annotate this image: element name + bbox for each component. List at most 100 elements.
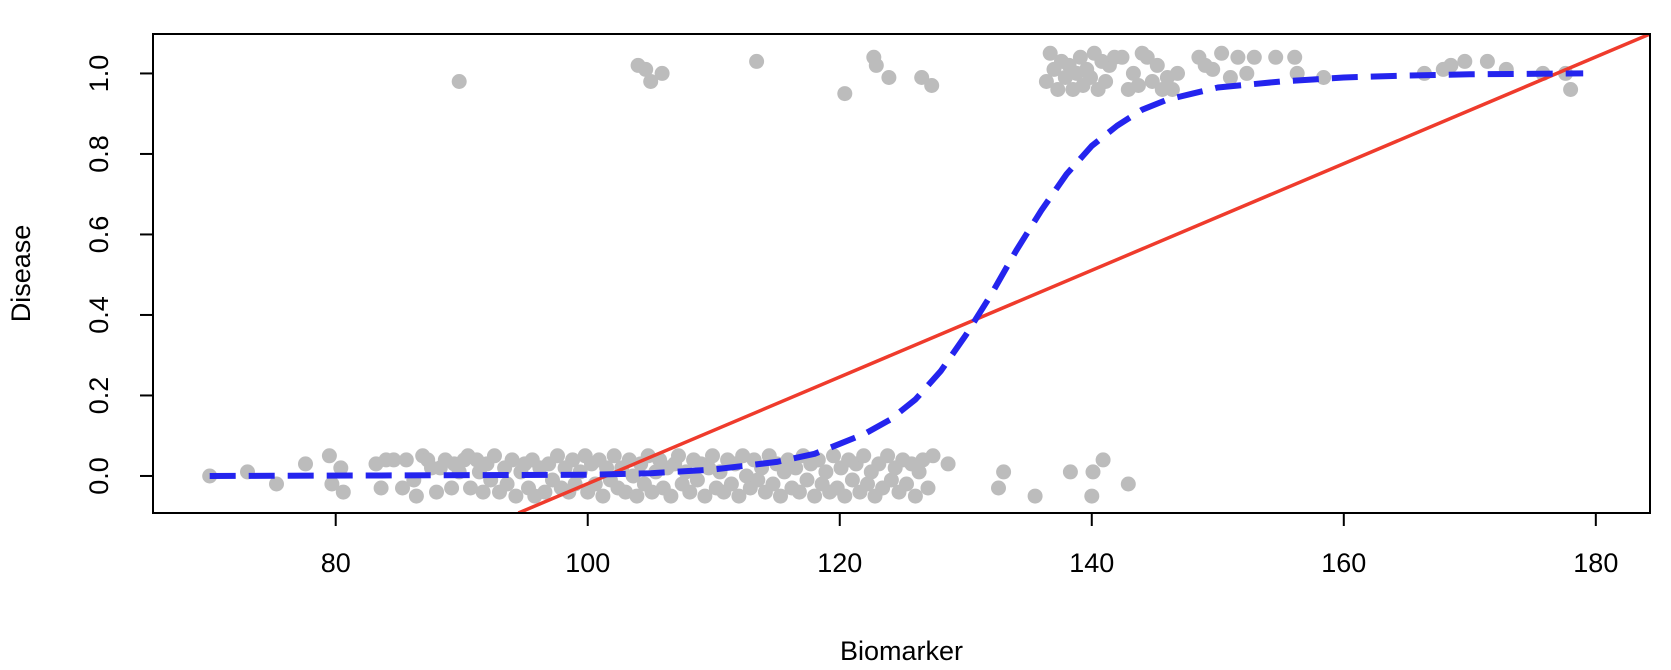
data-point [386, 452, 402, 468]
data-point [395, 480, 410, 496]
data-point [606, 448, 622, 464]
data-point [996, 464, 1012, 480]
data-point [499, 476, 515, 492]
y-tick-label: 0.4 [84, 296, 114, 334]
data-point [429, 484, 444, 500]
data-point [335, 484, 351, 500]
data-point [735, 448, 751, 464]
data-point [689, 472, 705, 488]
y-tick-label: 0.2 [84, 377, 114, 415]
data-point [408, 488, 424, 504]
data-point [269, 476, 284, 492]
y-tick-label: 0.8 [84, 135, 114, 173]
data-point [837, 86, 853, 102]
data-point [1287, 49, 1303, 65]
linear-fit-line [517, 34, 1650, 513]
x-tick-label: 80 [321, 548, 351, 578]
data-point [701, 460, 717, 476]
data-point [807, 488, 823, 504]
data-point [550, 448, 565, 464]
data-point [324, 476, 340, 492]
data-point [818, 464, 834, 480]
data-point [682, 484, 698, 500]
data-point [914, 70, 930, 85]
data-point [629, 488, 645, 504]
data-point [991, 480, 1006, 496]
data-point [750, 472, 766, 488]
data-point [1125, 65, 1141, 81]
data-point [868, 57, 884, 73]
data-point [1268, 49, 1284, 65]
data-point [1316, 70, 1332, 85]
data-point [911, 464, 927, 480]
data-point [844, 472, 860, 488]
data-point [654, 65, 670, 81]
data-point [671, 448, 686, 464]
data-point [1230, 49, 1246, 65]
data-point [1443, 57, 1459, 73]
data-point [924, 78, 940, 93]
data-point [644, 484, 660, 500]
data-point [508, 488, 524, 504]
y-axis: 0.0 0.2 0.4 0.6 0.8 1.0 [84, 55, 154, 495]
data-point [1457, 53, 1473, 69]
data-point [826, 448, 841, 464]
data-point [705, 448, 720, 464]
x-axis: 80 100 120 140 160 180 [321, 512, 1618, 578]
data-point [697, 488, 713, 504]
x-tick-label: 100 [565, 548, 610, 578]
data-point [776, 464, 792, 480]
data-point [1164, 82, 1180, 97]
data-point [925, 448, 941, 464]
data-point [837, 488, 853, 504]
data-point [1098, 74, 1114, 89]
data-point [537, 484, 553, 500]
data-point [1144, 74, 1160, 89]
data-point [565, 452, 581, 468]
data-point [731, 488, 747, 504]
data-point [1085, 464, 1101, 480]
data-point [625, 468, 641, 484]
plot-frame [152, 33, 1651, 514]
x-tick-label: 120 [817, 548, 862, 578]
data-point [1214, 45, 1230, 61]
data-point [880, 448, 896, 464]
data-point [1050, 82, 1066, 97]
data-point [333, 460, 349, 476]
data-point [487, 448, 502, 464]
data-point [1027, 488, 1043, 504]
data-point [883, 472, 899, 488]
data-point [1170, 65, 1185, 81]
scatter-points [202, 45, 1579, 504]
data-point [475, 484, 491, 500]
data-point [321, 448, 337, 464]
data-point [398, 452, 414, 468]
data-point [1563, 82, 1579, 97]
data-point [765, 476, 781, 492]
data-point [1095, 452, 1111, 468]
data-point [663, 488, 679, 504]
data-point [1289, 65, 1305, 81]
data-point [860, 476, 875, 492]
data-point [618, 484, 633, 500]
data-point [1222, 70, 1238, 85]
data-point [788, 460, 804, 476]
x-tick-label: 160 [1321, 548, 1366, 578]
logistic-fit-curve [209, 70, 1584, 479]
data-point [1114, 49, 1130, 65]
data-point [723, 476, 739, 492]
data-point [881, 70, 897, 85]
data-point [940, 456, 956, 472]
data-point [444, 480, 460, 496]
data-point [504, 452, 520, 468]
data-point [595, 488, 611, 504]
data-point [1149, 57, 1165, 73]
data-point [773, 488, 788, 504]
y-axis-label: Disease [6, 225, 36, 323]
x-tick-label: 140 [1069, 548, 1114, 578]
data-point [1083, 70, 1098, 85]
data-point [1038, 74, 1054, 89]
data-point [298, 456, 313, 472]
data-point [463, 480, 478, 496]
